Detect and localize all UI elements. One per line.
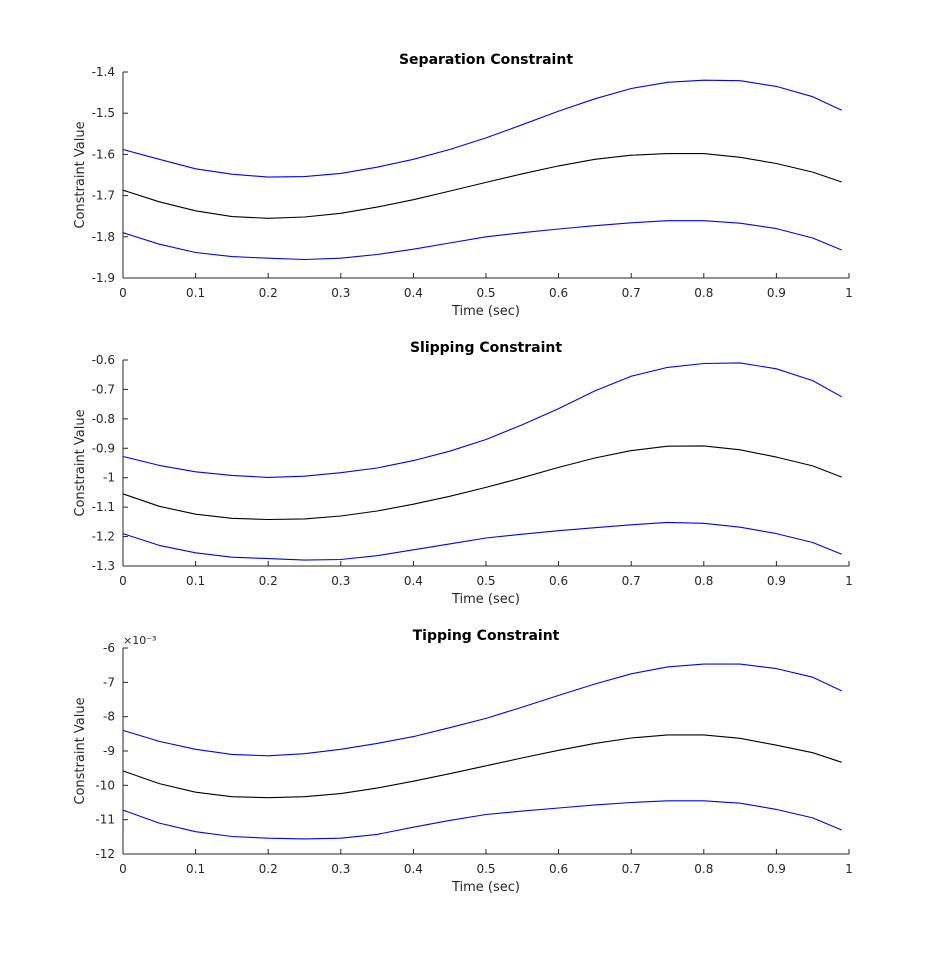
x-tick-label: 0.3 [331, 286, 350, 300]
x-tick-label: 0.4 [404, 286, 423, 300]
x-axis-label: Time (sec) [451, 304, 520, 319]
x-tick-label: 0.1 [186, 286, 205, 300]
x-tick-label: 0.7 [622, 862, 641, 876]
series-line-2 [122, 445, 842, 521]
x-tick-label: 0.3 [331, 574, 350, 588]
y-tick-label: -6 [103, 641, 115, 655]
x-tick-label: 0.8 [694, 286, 713, 300]
series-line-2 [122, 153, 842, 219]
y-axis-label: Constraint Value [73, 697, 88, 804]
x-tick-label: 0.2 [259, 862, 278, 876]
y-tick-label: -0.7 [92, 382, 115, 396]
y-tick-label: -1 [103, 471, 115, 485]
subplot-1: 0 0.1 0.2 0.3 0.4 0.5 0.6 0.7 0.8 0.9 1 -1.4 -1.5 -1.… [73, 52, 853, 319]
series-line-3 [122, 521, 842, 561]
chart-title: Separation Constraint [399, 52, 573, 68]
x-tick-label: 0.2 [259, 574, 278, 588]
series-line-1 [122, 79, 842, 178]
x-tick-label: 0.1 [186, 574, 205, 588]
y-tick-label: -9 [103, 744, 115, 758]
x-tick-label: 0.6 [549, 862, 568, 876]
y-tick-label: -1.8 [92, 230, 115, 244]
subplot-3: 0 0.1 0.2 0.3 0.4 0.5 0.6 0.7 0.8 0.9 1 -6 -7 -8 -9 -10… [73, 628, 853, 895]
series-line-2 [122, 734, 842, 799]
x-tick-label: 0.4 [404, 862, 423, 876]
x-tick-label: 0.9 [767, 574, 786, 588]
x-tick-label: 0 [119, 574, 127, 588]
y-exponent-label: ×10⁻³ [123, 634, 156, 647]
x-tick-label: 0.8 [694, 574, 713, 588]
x-axis-label: Time (sec) [451, 592, 520, 607]
y-tick-label: -0.9 [92, 441, 115, 455]
x-tick-label: 1 [845, 574, 853, 588]
x-tick-label: 1 [845, 286, 853, 300]
y-tick-label: -1.6 [92, 147, 115, 161]
x-tick-label: 0.1 [186, 862, 205, 876]
y-tick-label: -1.4 [92, 65, 115, 79]
y-tick-label: -0.8 [92, 412, 115, 426]
y-axis-label: Constraint Value [73, 121, 88, 228]
y-tick-label: -1.7 [92, 189, 115, 203]
x-tick-label: 0.8 [694, 862, 713, 876]
subplot-2: 0 0.1 0.2 0.3 0.4 0.5 0.6 0.7 0.8 0.9 1 -0.6 -0.7 -0.… [73, 340, 853, 607]
x-tick-label: 0.4 [404, 574, 423, 588]
x-tick-label: 0.9 [767, 862, 786, 876]
y-tick-label: -7 [103, 675, 115, 689]
series-line-1 [122, 663, 842, 757]
x-axis-label: Time (sec) [451, 880, 520, 895]
x-tick-label: 0 [119, 862, 127, 876]
y-tick-label: -1.9 [92, 271, 115, 285]
x-tick-label: 0.6 [549, 574, 568, 588]
chart-title: Tipping Constraint [413, 628, 560, 644]
x-tick-label: 0.7 [622, 286, 641, 300]
x-tick-label: 0.5 [476, 862, 495, 876]
x-tick-label: 0.5 [476, 286, 495, 300]
y-tick-label: -8 [103, 710, 115, 724]
y-tick-label: -1.1 [92, 500, 115, 514]
y-tick-label: -1.5 [92, 106, 115, 120]
series-line-1 [122, 362, 842, 478]
y-tick-label: -0.6 [92, 353, 115, 367]
chart-title: Slipping Constraint [410, 340, 562, 356]
y-tick-label: -1.3 [92, 559, 115, 573]
y-tick-label: -11 [95, 813, 115, 827]
x-tick-label: 0 [119, 286, 127, 300]
y-tick-label: -1.2 [92, 530, 115, 544]
y-axis-label: Constraint Value [73, 409, 88, 516]
x-tick-label: 0.9 [767, 286, 786, 300]
x-tick-label: 1 [845, 862, 853, 876]
series-line-3 [122, 800, 842, 840]
x-tick-label: 0.5 [476, 574, 495, 588]
x-tick-label: 0.6 [549, 286, 568, 300]
y-tick-label: -10 [95, 778, 115, 792]
x-tick-label: 0.2 [259, 286, 278, 300]
series-line-3 [122, 220, 842, 261]
y-tick-label: -12 [95, 847, 115, 861]
x-tick-label: 0.7 [622, 574, 641, 588]
x-tick-label: 0.3 [331, 862, 350, 876]
